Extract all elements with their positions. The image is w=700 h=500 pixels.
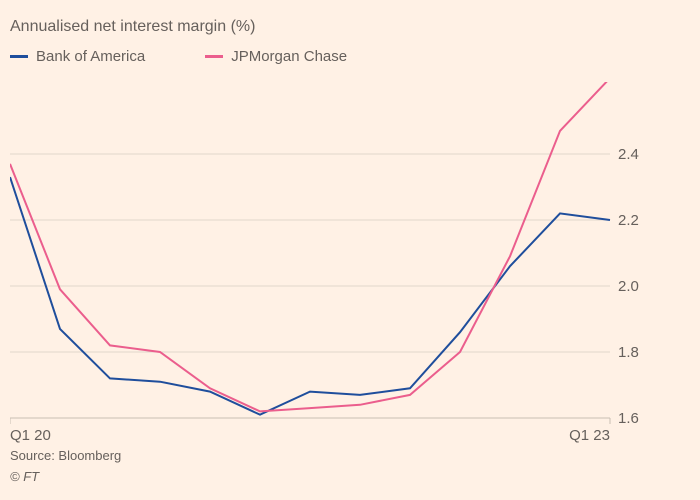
legend-item-bofa: Bank of America	[10, 48, 145, 65]
chart-footer: Source: Bloomberg © FT	[10, 446, 121, 488]
svg-text:1.8: 1.8	[618, 344, 639, 361]
chart-plot: 1.6 1.8 2.0 2.2 2.4 Q1 20 Q1 23	[10, 82, 690, 462]
legend-item-jpm: JPMorgan Chase	[205, 48, 347, 65]
copyright-text: © FT	[10, 467, 121, 488]
legend-swatch-bofa	[10, 55, 28, 58]
series-line-bofa	[10, 177, 610, 415]
svg-text:Q1 20: Q1 20	[10, 427, 51, 444]
svg-text:Q1 23: Q1 23	[569, 427, 610, 444]
y-axis-labels: 1.6 1.8 2.0 2.2 2.4	[618, 146, 639, 427]
svg-text:2.2: 2.2	[618, 212, 639, 229]
legend-label-jpm: JPMorgan Chase	[231, 48, 347, 65]
legend-swatch-jpm	[205, 55, 223, 58]
svg-text:1.6: 1.6	[618, 410, 639, 427]
grid-lines	[10, 154, 610, 418]
legend-label-bofa: Bank of America	[36, 48, 145, 65]
svg-text:2.0: 2.0	[618, 278, 639, 295]
source-text: Source: Bloomberg	[10, 446, 121, 467]
svg-text:2.4: 2.4	[618, 146, 639, 163]
chart-legend: Bank of America JPMorgan Chase	[10, 48, 347, 65]
chart-subtitle: Annualised net interest margin (%)	[10, 18, 255, 36]
chart-container: Annualised net interest margin (%) Bank …	[0, 0, 700, 500]
series-line-jpm	[10, 82, 610, 411]
x-axis-labels: Q1 20 Q1 23	[10, 418, 610, 444]
